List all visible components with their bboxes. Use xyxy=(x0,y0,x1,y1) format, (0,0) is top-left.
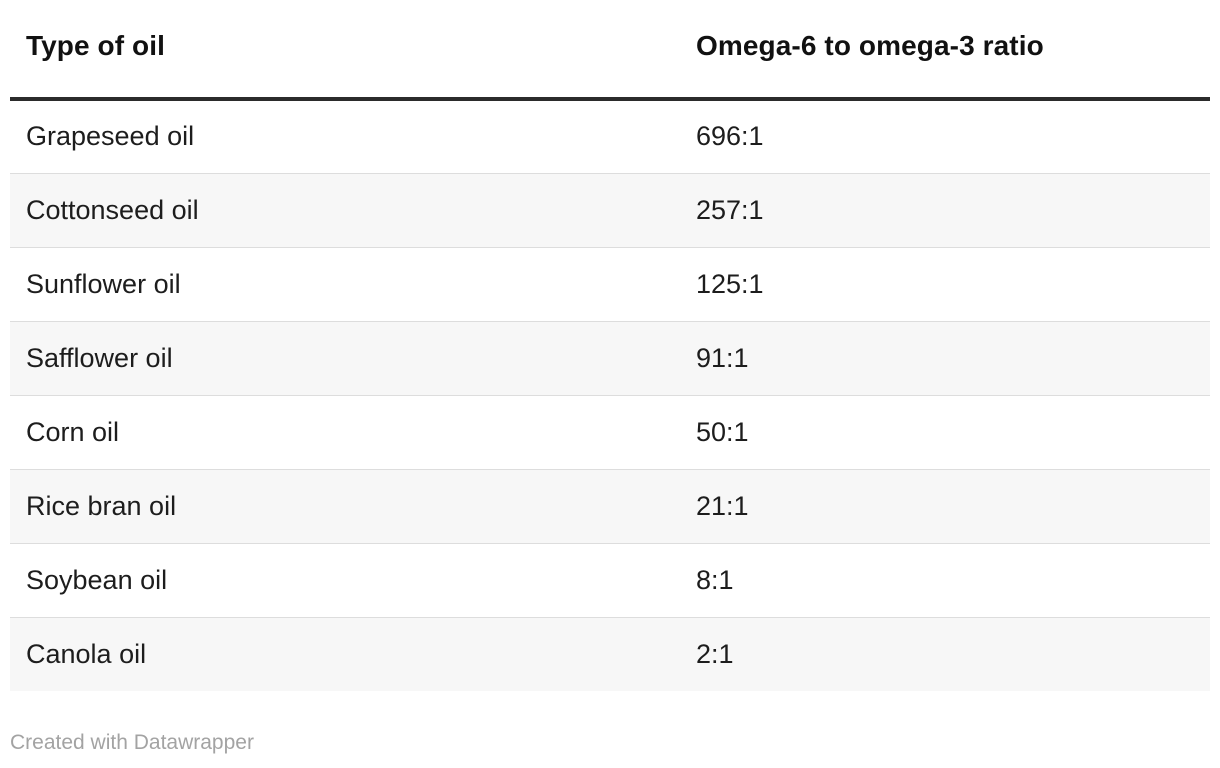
table-row: Safflower oil 91:1 xyxy=(10,321,1210,396)
table-row: Corn oil 50:1 xyxy=(10,395,1210,470)
cell-oil: Rice bran oil xyxy=(10,469,680,544)
table-body: Grapeseed oil 696:1 Cottonseed oil 257:1… xyxy=(10,99,1210,691)
cell-oil: Soybean oil xyxy=(10,543,680,618)
table-row: Sunflower oil 125:1 xyxy=(10,247,1210,322)
cell-ratio: 91:1 xyxy=(680,321,1210,396)
table-container: Type of oil Omega-6 to omega-3 ratio Gra… xyxy=(10,0,1210,691)
table-header: Type of oil Omega-6 to omega-3 ratio xyxy=(10,0,1210,101)
cell-oil: Safflower oil xyxy=(10,321,680,396)
cell-oil: Canola oil xyxy=(10,617,680,691)
cell-ratio: 50:1 xyxy=(680,395,1210,470)
column-header-oil: Type of oil xyxy=(10,0,680,101)
cell-ratio: 125:1 xyxy=(680,247,1210,322)
cell-ratio: 257:1 xyxy=(680,173,1210,248)
table-row: Rice bran oil 21:1 xyxy=(10,469,1210,544)
table-row: Grapeseed oil 696:1 xyxy=(10,99,1210,174)
cell-ratio: 21:1 xyxy=(680,469,1210,544)
table-row: Canola oil 2:1 xyxy=(10,617,1210,691)
cell-oil: Cottonseed oil xyxy=(10,173,680,248)
cell-ratio: 696:1 xyxy=(680,99,1210,174)
datawrapper-credit: Created with Datawrapper xyxy=(10,731,254,754)
header-row: Type of oil Omega-6 to omega-3 ratio xyxy=(10,0,1210,101)
oil-ratio-table: Type of oil Omega-6 to omega-3 ratio Gra… xyxy=(10,0,1210,691)
cell-oil: Corn oil xyxy=(10,395,680,470)
table-row: Cottonseed oil 257:1 xyxy=(10,173,1210,248)
cell-oil: Sunflower oil xyxy=(10,247,680,322)
table-row: Soybean oil 8:1 xyxy=(10,543,1210,618)
cell-ratio: 8:1 xyxy=(680,543,1210,618)
column-header-ratio: Omega-6 to omega-3 ratio xyxy=(680,0,1210,101)
cell-oil: Grapeseed oil xyxy=(10,99,680,174)
cell-ratio: 2:1 xyxy=(680,617,1210,691)
